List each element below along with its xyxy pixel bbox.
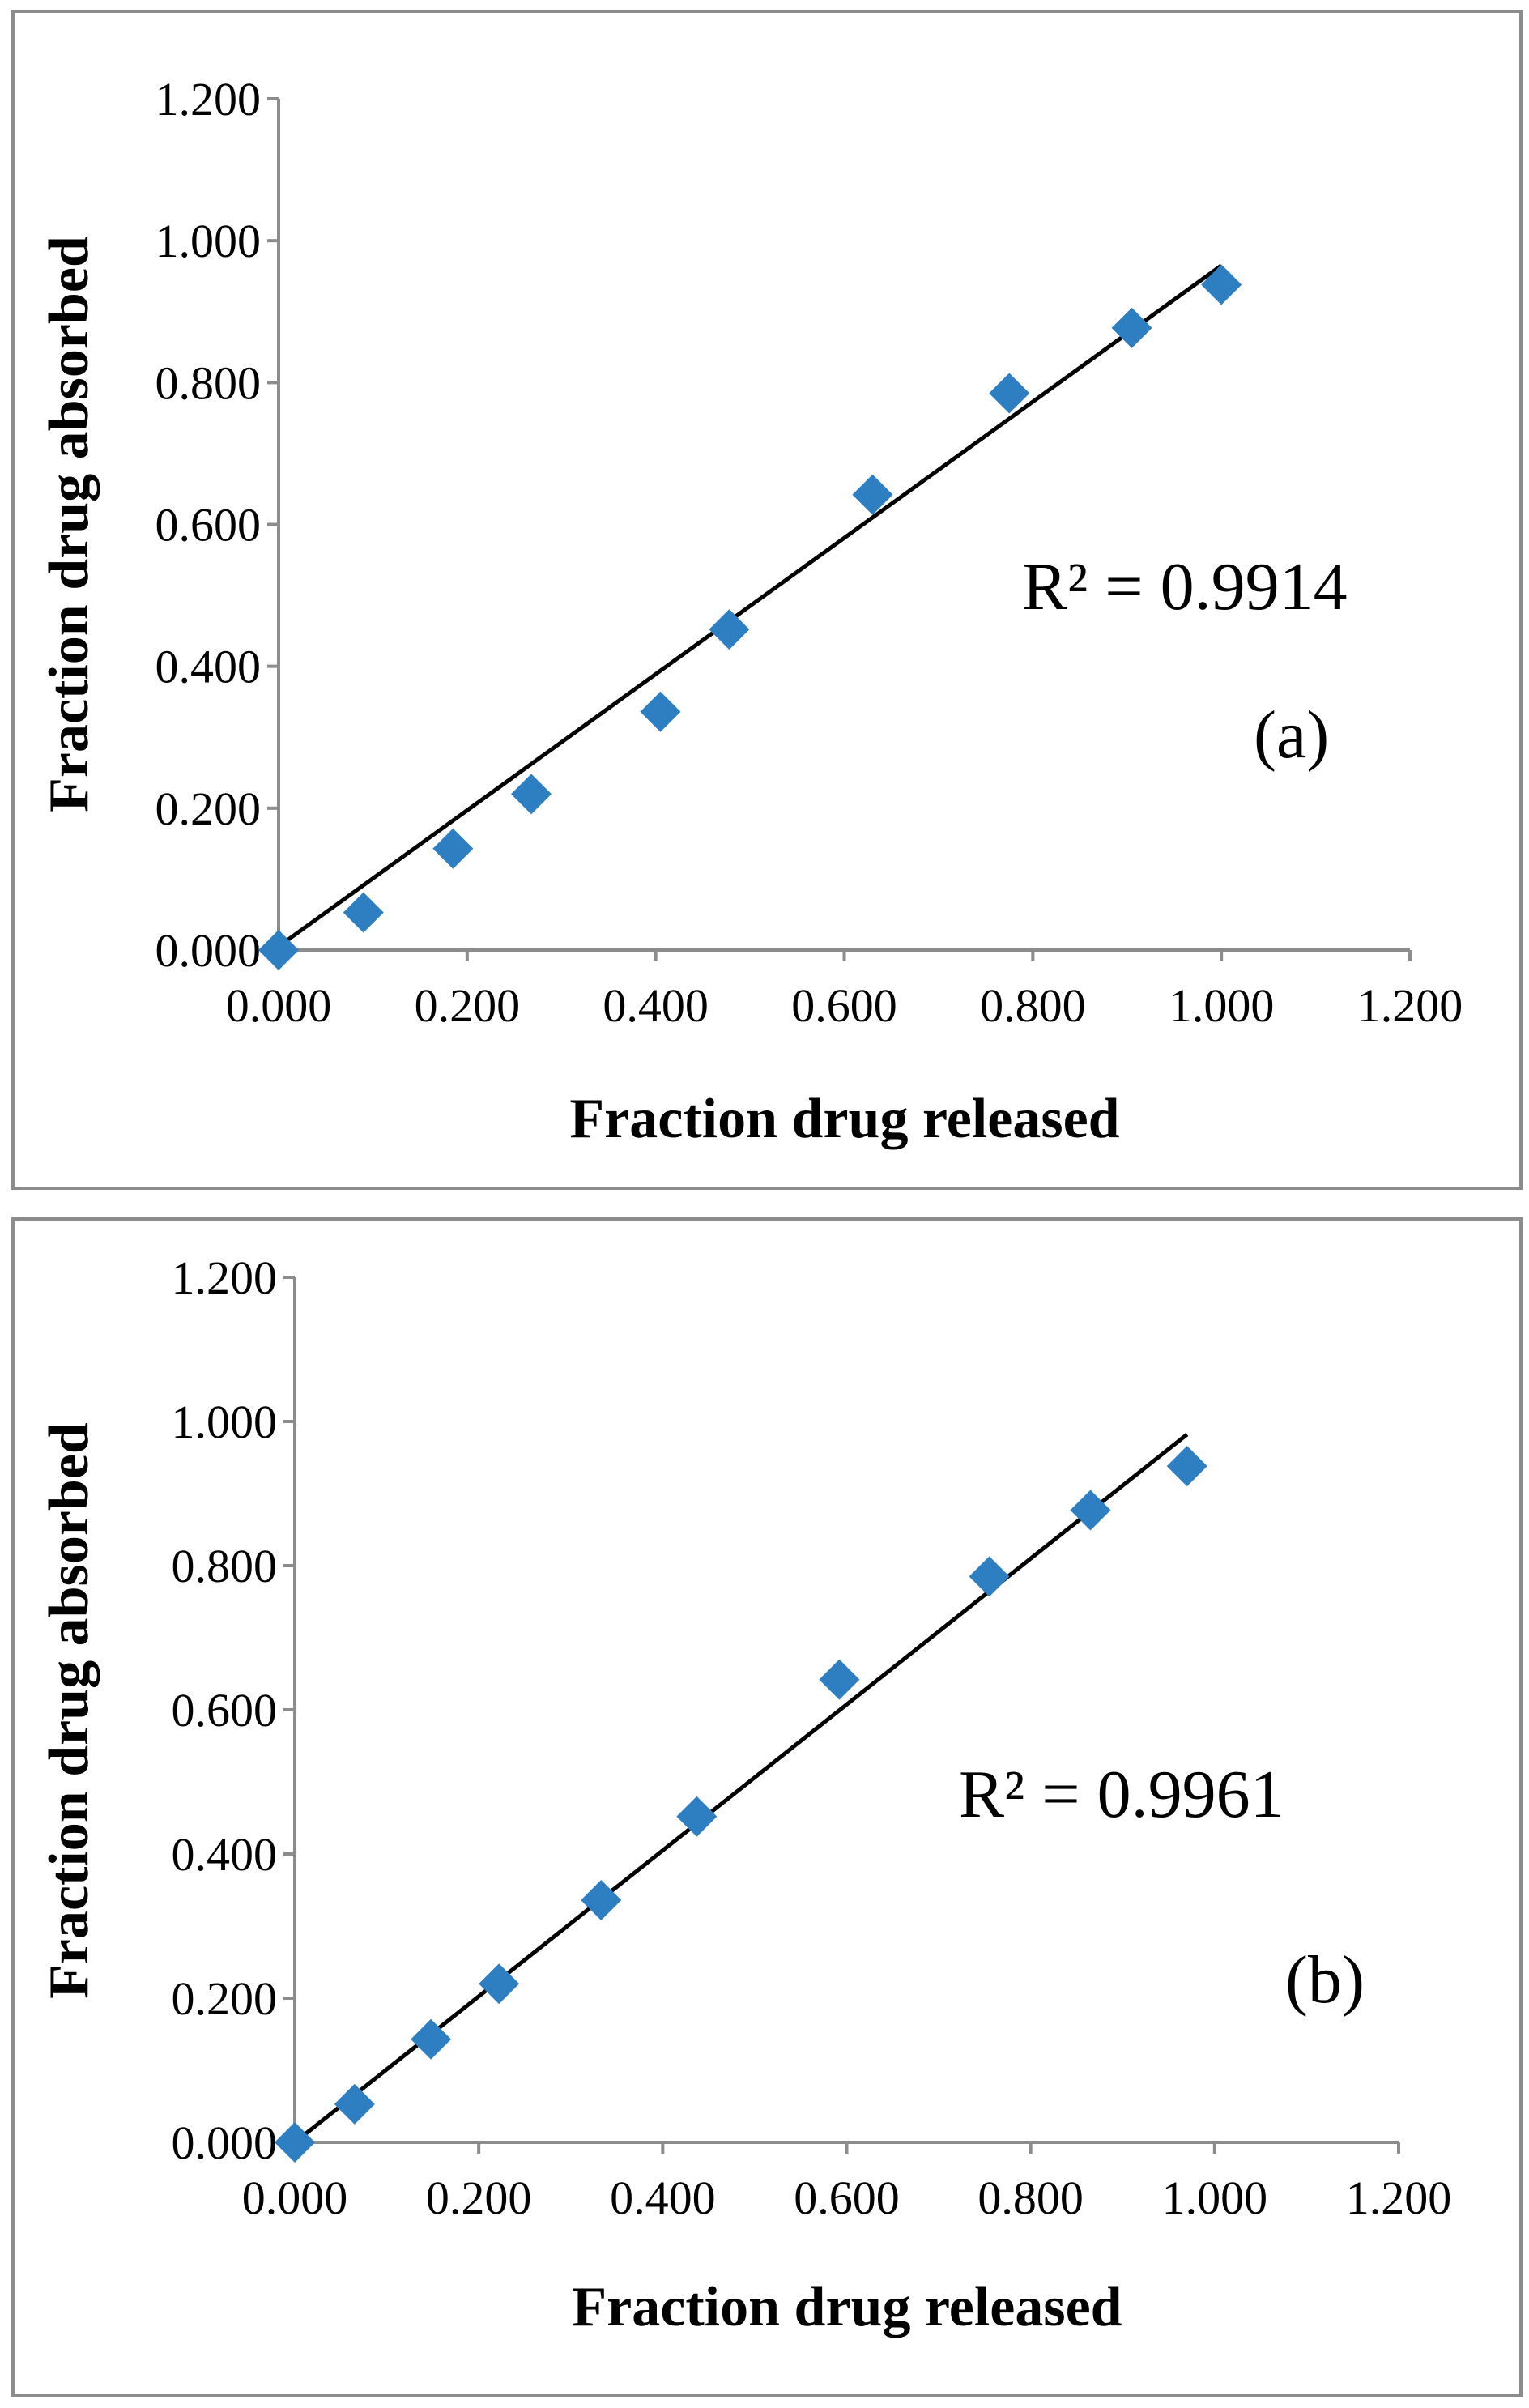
y-tick-label: 1.200 [155,73,262,126]
chart-panel-b [11,1217,1523,2397]
x-tick-label: 0.400 [610,2171,716,2224]
data-point [432,828,474,869]
y-tick-label: 0.000 [155,924,262,977]
x-tick-label: 1.000 [1169,979,1275,1032]
data-point [275,2122,315,2163]
x-tick-label: 0.000 [242,2171,348,2224]
chart-0: 0.000 0.200 0.400 0.600 0.800 1.000 1.200 0.000… [38,73,1463,1150]
data-point [989,373,1030,414]
y-tick-label: 0.200 [155,782,262,835]
y-tick-label: 0.800 [172,1540,278,1592]
x-tick-label: 1.200 [1346,2171,1452,2224]
data-point [411,2018,452,2060]
data-point [479,1963,520,2005]
x-tick-label: 0.800 [980,979,1086,1032]
r-squared-label: R² = 0.9914 [1022,549,1348,624]
chart-1: 0.000 0.200 0.400 0.600 0.800 1.000 1.200 0.000… [38,1251,1451,2338]
data-point [676,1796,718,1837]
y-axis-title: Fraction drug absorbed [38,236,100,812]
x-tick-label: 0.800 [977,2171,1084,2224]
data-point [343,892,384,933]
y-tick-label: 1.000 [172,1396,278,1448]
data-point [258,930,299,970]
y-tick-label: 0.200 [172,1972,278,2025]
x-axis-title: Fraction drug released [572,2276,1122,2338]
data-point [640,691,681,732]
y-axis-title: Fraction drug absorbed [38,1422,100,1999]
data-point [709,609,750,650]
y-tick-label: 0.600 [155,499,262,552]
panel-label: (b) [1285,1942,1365,2018]
x-tick-label: 1.000 [1162,2171,1268,2224]
y-tick-label: 0.400 [172,1828,278,1881]
data-point [969,1556,1010,1597]
x-tick-label: 0.200 [415,979,521,1032]
x-axis-title: Fraction drug released [569,1088,1119,1150]
y-tick-label: 0.400 [155,641,262,693]
data-point [1201,264,1242,305]
trendline [293,1433,1189,2144]
y-tick-label: 0.000 [172,2116,278,2169]
data-point [1111,307,1152,348]
x-tick-label: 0.600 [794,2171,900,2224]
x-tick-label: 0.400 [603,979,709,1032]
r-squared-label: R² = 0.9961 [959,1757,1284,1832]
data-point [819,1659,860,1700]
data-point [1070,1490,1111,1531]
data-point [1166,1446,1207,1487]
data-point [852,474,893,515]
trendline [277,263,1223,948]
data-point [581,1879,622,1920]
y-tick-label: 0.800 [155,356,262,409]
x-tick-label: 0.600 [791,979,897,1032]
panel-label: (a) [1254,697,1329,773]
x-tick-label: 0.000 [226,979,332,1032]
x-tick-label: 0.200 [426,2171,532,2224]
y-tick-label: 1.000 [155,215,262,267]
y-tick-label: 1.200 [172,1251,278,1304]
data-point [510,774,552,815]
x-tick-label: 1.200 [1357,979,1463,1032]
y-tick-label: 0.600 [172,1684,278,1737]
chart-panel-a [11,10,1523,1190]
data-point [334,2083,375,2125]
